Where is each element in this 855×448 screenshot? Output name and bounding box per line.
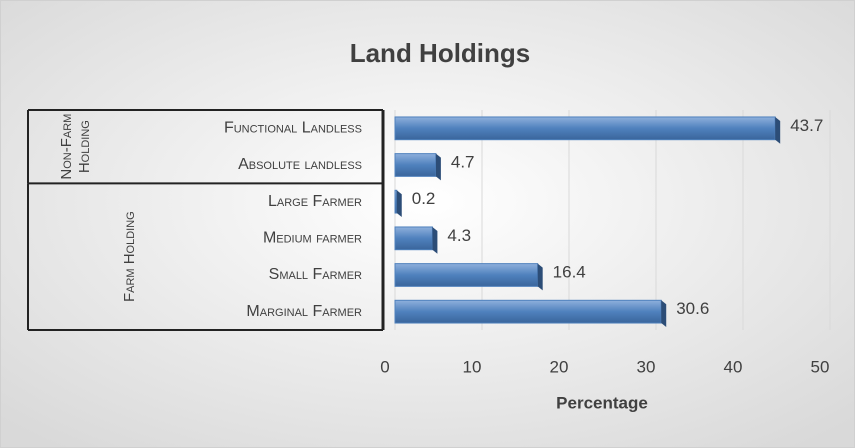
value-label: 30.6 [676,299,709,318]
x-tick-label: 50 [811,357,830,376]
value-label: 16.4 [553,262,586,281]
y-tick-label: Functional Landless [224,120,362,137]
y-tick-label: Marginal Farmer [246,303,362,320]
x-tick-label: 10 [463,357,482,376]
value-label: 43.7 [790,116,823,135]
bar [394,116,781,144]
x-tick-label: 0 [380,357,389,376]
bar [394,226,438,254]
bar [394,153,441,181]
y-tick-label: Large Farmer [268,193,362,210]
chart-title: Land Holdings [350,38,531,68]
value-label: 0.2 [412,189,436,208]
bar [394,299,667,328]
value-label: 4.7 [451,152,475,171]
group-label: Non-FarmHolding [58,114,93,180]
bar [394,263,543,291]
y-tick-label: Medium farmer [263,230,362,247]
y-tick-label: Absolute landless [238,156,362,173]
x-axis-title: Percentage [556,393,648,412]
y-tick-label: Small Farmer [269,266,362,283]
x-tick-label: 40 [724,357,743,376]
value-label: 4.3 [447,226,471,245]
x-tick-label: 30 [637,357,656,376]
bar [394,189,402,218]
x-tick-label: 20 [550,357,569,376]
group-label: Farm Holding [121,211,138,302]
